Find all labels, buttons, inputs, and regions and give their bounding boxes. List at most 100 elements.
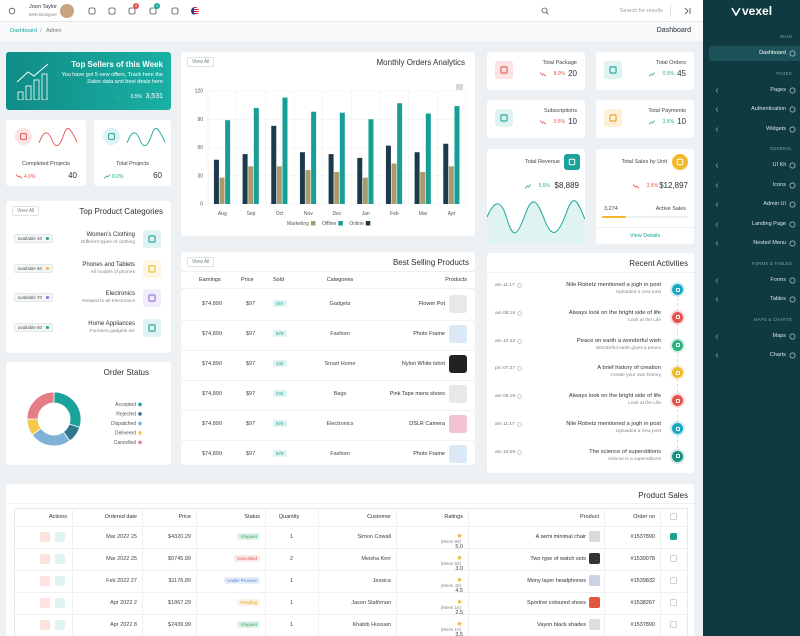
customer: Meisha Kerr [361,556,391,562]
row-checkbox[interactable] [670,555,677,562]
bar [225,120,231,204]
edit-button[interactable] [55,620,65,630]
row-checkbox[interactable] [670,621,677,628]
edit-button[interactable] [55,532,65,542]
collapse-icon[interactable] [683,7,691,15]
sidebar-item[interactable]: Forms [709,273,800,288]
product-thumb [449,295,467,313]
header-icon[interactable] [108,7,116,15]
sidebar-item[interactable]: Nested Menu [709,236,800,251]
stat-title: Total Orders [656,60,686,66]
legend-label: Cancelled [114,440,136,446]
row-checkbox[interactable] [670,533,677,540]
sidebar-section-title: FORMS & TABLES [751,260,792,266]
delete-button[interactable] [40,620,50,630]
icon-shape [676,158,684,166]
activity-title: A brief history of creation [597,365,661,372]
settings-icon[interactable] [8,7,16,15]
revenue-title: Total Revenue [524,159,560,165]
delete-button[interactable] [40,576,50,586]
row-divider [14,614,688,615]
header-icon[interactable] [88,7,96,15]
bar [334,171,340,204]
product-thumb [449,385,467,403]
row-divider [14,526,688,527]
table-header: Status [244,514,260,520]
view-all-button[interactable]: View All [187,57,215,67]
product-sales-card: Product Sales Actions Ordered date Price Sta… [6,484,694,636]
delete-button[interactable] [40,598,50,608]
activity-time: pm 07:27 [495,366,516,372]
product-name: Mony layer headphones [527,578,586,584]
sidebar-item-glyph [789,50,796,57]
sidebar-item[interactable]: Charts [709,348,800,363]
column-line [142,508,143,636]
breadcrumb-separator: / [40,28,42,34]
sidebar-item-label: Maps [772,332,786,339]
row-checkbox[interactable] [670,577,677,584]
activity-time: am 11:17 [495,283,515,288]
header-checkbox[interactable] [670,513,677,520]
sidebar-item[interactable]: Maps [709,329,800,344]
user-name: Joon Taylor [28,4,57,10]
trend-line [649,120,655,125]
y-tick-label: 30 [197,173,203,179]
badge-dot [46,266,50,270]
quantity: 1 [289,622,294,628]
clock-icon [517,394,522,399]
view-all-button[interactable]: View All [12,206,40,216]
unit-link[interactable]: View Details [629,233,661,239]
trend-line [540,72,546,77]
status-badge: Shipped [237,621,260,628]
sidebar-item[interactable]: Authentication [709,102,800,117]
trend-line [16,174,22,179]
earnings: $74,890 [202,361,222,367]
edit-button[interactable] [55,598,65,608]
sidebar-item[interactable]: Icons [709,178,800,193]
sidebar-item[interactable]: Widgets [709,122,800,137]
header-icon-glyph [171,7,179,15]
edit-button[interactable] [55,554,65,564]
stat-change: 0.5% [662,71,674,77]
sidebar-item[interactable]: Admin UI [709,197,800,212]
activity-icon-glyph [675,315,680,320]
header-icon[interactable] [149,7,157,15]
activity-icon-glyph [675,426,680,431]
category-badge-text: available 70 [18,295,43,300]
flag[interactable] [191,7,199,15]
sidebar-item[interactable]: UI Kit [709,158,800,173]
delete-button[interactable] [40,554,50,564]
view-all-button[interactable]: View All [187,257,215,267]
delete-button[interactable] [40,532,50,542]
table-header: Products [445,277,467,283]
clock-icon [517,283,522,288]
avatar[interactable] [60,4,74,18]
clock-icon [517,338,522,344]
sidebar-item[interactable]: Tables [709,292,800,307]
sidebar-item-label: Widgets [766,125,786,132]
sidebar-item[interactable]: Pages [709,83,800,98]
x-tick-label: Dec [333,211,342,217]
column-line [604,508,605,636]
row-divider [181,410,475,411]
category-badge-text: available 80 [18,324,43,330]
unit-count: 3,274 [604,206,618,212]
header-icon[interactable] [171,7,179,15]
sidebar-item[interactable]: Landing Page [709,217,800,232]
category-desc: All models of phones [90,269,135,275]
row-checkbox[interactable] [670,599,677,606]
activity-icon-glyph [675,287,680,292]
header-icon[interactable] [128,7,136,15]
sidebar-item[interactable]: Dashboard [709,46,800,61]
category-badge: available 80 [14,322,54,332]
sidebar-item-label: Forms [770,276,786,283]
sellers-illustration [16,63,49,100]
product-thumb [589,619,600,630]
column-line [660,508,661,636]
x-tick-label: Apr [448,211,456,217]
activity-title: The science of superstitions [589,448,661,455]
edit-button[interactable] [55,576,65,586]
icon-shape [148,264,156,273]
category-desc: Furniture,gadgets etc. [88,328,135,334]
bar [305,170,311,204]
